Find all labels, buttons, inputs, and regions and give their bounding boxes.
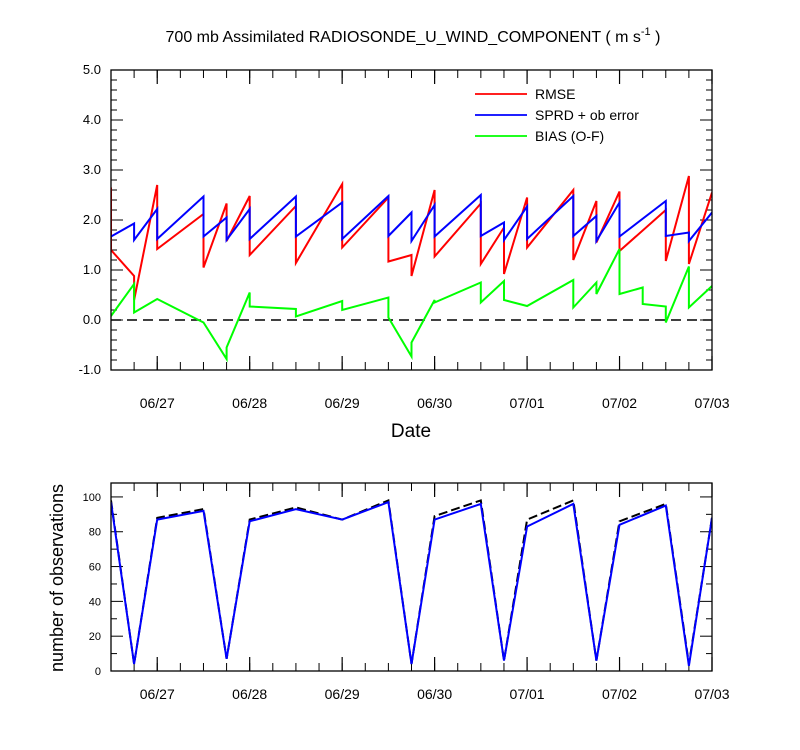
chart-title-main: 700 mb Assimilated RADIOSONDE_U_WIND_COM… — [166, 29, 641, 46]
bottom-panel: 06/27 06/28 06/29 06/30 07/01 07/02 07/03 0 20 40… — [83, 482, 730, 702]
legend-label: BIAS (O-F) — [535, 128, 604, 144]
series-sprd-ob-error — [111, 192, 712, 245]
y-tick-label: 5.0 — [83, 62, 101, 77]
y-tick-label: 1.0 — [83, 262, 101, 277]
x-tick-label: 07/01 — [510, 395, 545, 411]
bottom-y-axis-label: number of observations — [47, 484, 67, 672]
y-tick-label: -1.0 — [79, 362, 101, 377]
x-tick-label: 07/03 — [694, 395, 729, 411]
y-tick-label: 0.0 — [83, 312, 101, 327]
y-tick-label: 2.0 — [83, 212, 101, 227]
legend-label: RMSE — [535, 86, 575, 102]
top-panel: 06/27 06/28 06/29 06/30 07/01 07/02 07/03 -1.0 0… — [79, 62, 730, 411]
y-tick-label: 3.0 — [83, 162, 101, 177]
series-bias-o-f — [111, 248, 712, 363]
series-line — [111, 498, 712, 665]
x-tick-label: 06/29 — [325, 686, 360, 702]
plot-frame — [110, 482, 713, 672]
chart-title: 700 mb Assimilated RADIOSONDE_U_WIND_COM… — [166, 26, 661, 46]
chart-title-superscript: -1 — [641, 26, 651, 38]
x-tick-label: 06/30 — [417, 395, 452, 411]
chart-title-end: ) — [651, 29, 661, 46]
x-tick-label: 06/30 — [417, 686, 452, 702]
y-tick-label: 40 — [89, 596, 101, 608]
x-tick-label: 06/29 — [325, 395, 360, 411]
x-tick-label: 07/02 — [602, 395, 637, 411]
x-tick-label: 06/28 — [232, 686, 267, 702]
x-tick-label: 07/02 — [602, 686, 637, 702]
x-tick-label: 07/01 — [510, 686, 545, 702]
x-tick-label: 06/27 — [140, 395, 175, 411]
x-tick-label: 06/27 — [140, 686, 175, 702]
y-tick-label: 0 — [95, 666, 101, 678]
y-tick-label: 80 — [89, 527, 101, 539]
series-line — [111, 500, 712, 666]
y-tick-label: 60 — [89, 562, 101, 574]
x-tick-label: 07/03 — [694, 686, 729, 702]
plot-frame — [110, 69, 713, 371]
legend-label: SPRD + ob error — [535, 107, 639, 123]
x-tick-label: 06/28 — [232, 395, 267, 411]
y-tick-label: 4.0 — [83, 112, 101, 127]
y-tick-label: 20 — [89, 631, 101, 643]
y-tick-label: 100 — [83, 492, 101, 504]
top-x-axis-label: Date — [391, 421, 431, 442]
